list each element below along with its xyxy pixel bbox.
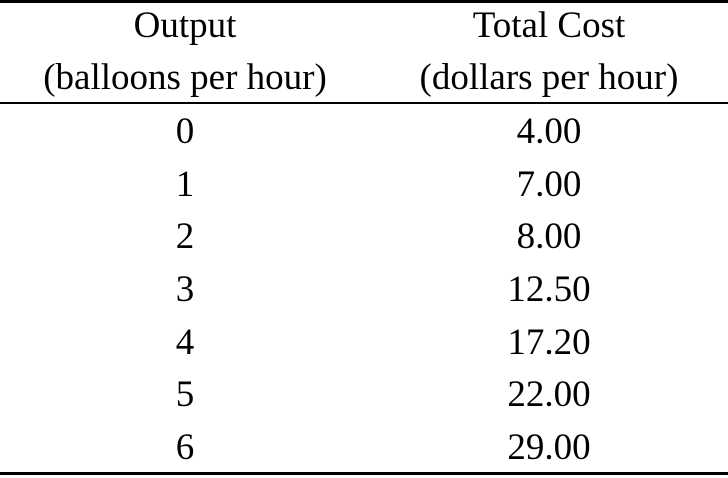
total-cost-cell: 17.20 <box>507 321 591 363</box>
output-cell: 4 <box>175 321 195 363</box>
header-rule <box>0 102 728 104</box>
table-bottom-rule <box>0 472 728 475</box>
output-cell: 2 <box>175 216 195 258</box>
table-row: 3 12.50 <box>0 264 728 317</box>
table-row: 6 29.00 <box>0 422 728 475</box>
total-cost-header-line1: Total Cost <box>472 5 626 46</box>
table-row: 0 4.00 <box>0 106 728 159</box>
output-header-line2: (balloons per hour) <box>43 57 327 98</box>
total-cost-cell: 12.50 <box>507 269 591 311</box>
total-cost-header-line2: (dollars per hour) <box>419 57 679 98</box>
output-cell: 0 <box>175 111 195 153</box>
total-cost-cell: 4.00 <box>516 111 582 153</box>
table-row: 4 17.20 <box>0 316 728 369</box>
total-cost-cell: 8.00 <box>516 216 582 258</box>
table-row: 2 8.00 <box>0 211 728 264</box>
output-cell: 6 <box>175 426 195 468</box>
table-row: 5 22.00 <box>0 369 728 422</box>
output-cell: 1 <box>175 163 195 205</box>
total-cost-cell: 29.00 <box>507 426 591 468</box>
output-header-line1: Output <box>133 5 237 46</box>
output-cell: 3 <box>175 269 195 311</box>
output-cell: 5 <box>175 374 195 416</box>
total-cost-cell: 7.00 <box>516 163 582 205</box>
table-row: 1 7.00 <box>0 159 728 212</box>
table-top-rule <box>0 0 728 3</box>
table-body: 0 4.00 1 7.00 2 8.00 3 12.50 4 17.20 5 2… <box>0 106 728 474</box>
total-cost-cell: 22.00 <box>507 374 591 416</box>
